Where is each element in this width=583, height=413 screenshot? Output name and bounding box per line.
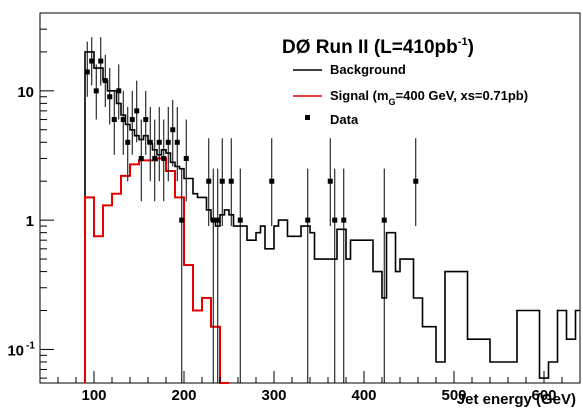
data-point	[237, 168, 243, 383]
legend-label-data: Data	[330, 112, 359, 127]
data-marker	[84, 69, 90, 75]
data-point	[93, 64, 99, 120]
data-marker	[165, 139, 171, 145]
data-marker	[210, 217, 216, 223]
data-marker	[98, 58, 104, 64]
data-marker	[161, 155, 167, 161]
data-marker	[129, 117, 135, 123]
data-marker	[134, 108, 140, 114]
legend-label-background: Background	[330, 62, 406, 77]
data-point	[179, 168, 185, 383]
data-marker	[111, 117, 117, 123]
y-tick-label: 1	[26, 213, 34, 230]
plot-frame	[39, 12, 581, 384]
data-point	[102, 54, 108, 107]
data-point	[305, 168, 311, 383]
data-marker	[116, 88, 122, 94]
data-marker	[156, 139, 162, 145]
plot-title: DØ Run II (L=410pb-1)	[282, 36, 474, 58]
x-tick-label: 300	[261, 387, 286, 404]
data-point	[206, 138, 212, 227]
data-marker	[341, 217, 347, 223]
data-point	[111, 90, 117, 155]
x-tick-label: 500	[441, 387, 466, 404]
legend-marker-data	[305, 115, 310, 120]
data-marker	[147, 139, 153, 145]
data-marker	[219, 178, 225, 184]
data-point	[134, 80, 140, 143]
data-point	[332, 168, 338, 383]
data-point	[129, 90, 135, 155]
histogram-signal	[84, 157, 229, 384]
data-marker	[174, 139, 180, 145]
data-marker	[125, 139, 131, 145]
data-marker	[102, 78, 108, 84]
data-point	[170, 99, 176, 167]
data-point	[125, 106, 131, 182]
x-axis-title: Jet energy (GeV)	[457, 391, 576, 408]
data-point	[84, 41, 90, 97]
data-point	[210, 168, 216, 383]
data-point	[381, 168, 387, 383]
data-marker	[138, 155, 144, 161]
data-points	[84, 37, 419, 383]
data-point	[107, 68, 113, 125]
data-point	[120, 90, 126, 155]
data-marker	[305, 217, 311, 223]
data-marker	[237, 217, 243, 223]
data-point	[413, 138, 419, 227]
data-point	[156, 106, 162, 182]
histogram-background	[84, 51, 580, 383]
data-point	[143, 90, 149, 155]
data-point	[327, 138, 333, 227]
data-marker	[179, 217, 185, 223]
data-point	[161, 119, 167, 202]
data-point	[269, 138, 275, 227]
x-tick-label: 200	[171, 387, 196, 404]
data-marker	[206, 178, 212, 184]
data-marker	[107, 94, 113, 100]
data-marker	[413, 178, 419, 184]
data-marker	[89, 58, 95, 64]
data-point	[228, 138, 234, 227]
data-point	[152, 119, 158, 202]
data-marker	[215, 217, 221, 223]
data-marker	[93, 88, 99, 94]
data-marker	[183, 155, 189, 161]
data-marker	[170, 127, 176, 133]
data-point	[138, 119, 144, 202]
data-point	[215, 168, 221, 383]
y-tick-exponent: -1	[26, 340, 35, 351]
y-tick-label: 10	[17, 84, 34, 101]
x-tick-label: 600	[531, 387, 556, 404]
data-marker	[327, 178, 333, 184]
data-marker	[120, 117, 126, 123]
data-marker	[152, 155, 158, 161]
data-marker	[381, 217, 387, 223]
legend-label-signal: Signal (mG=400 GeV, xs=0.71pb)	[330, 88, 528, 107]
data-point	[98, 37, 104, 86]
legend: Background Signal (mG=400 GeV, xs=0.71pb…	[293, 62, 528, 127]
data-point	[341, 168, 347, 383]
data-marker	[228, 178, 234, 184]
data-marker	[143, 117, 149, 123]
data-marker	[269, 178, 275, 184]
data-marker	[332, 217, 338, 223]
x-tick-label: 400	[351, 387, 376, 404]
data-point	[116, 64, 122, 120]
data-point	[165, 106, 171, 182]
data-point	[174, 106, 180, 182]
y-tick-label: 10	[7, 342, 24, 359]
data-point	[147, 106, 153, 182]
x-tick-label: 100	[81, 387, 106, 404]
data-point	[89, 37, 95, 86]
data-point	[183, 119, 189, 202]
data-point	[219, 138, 225, 227]
